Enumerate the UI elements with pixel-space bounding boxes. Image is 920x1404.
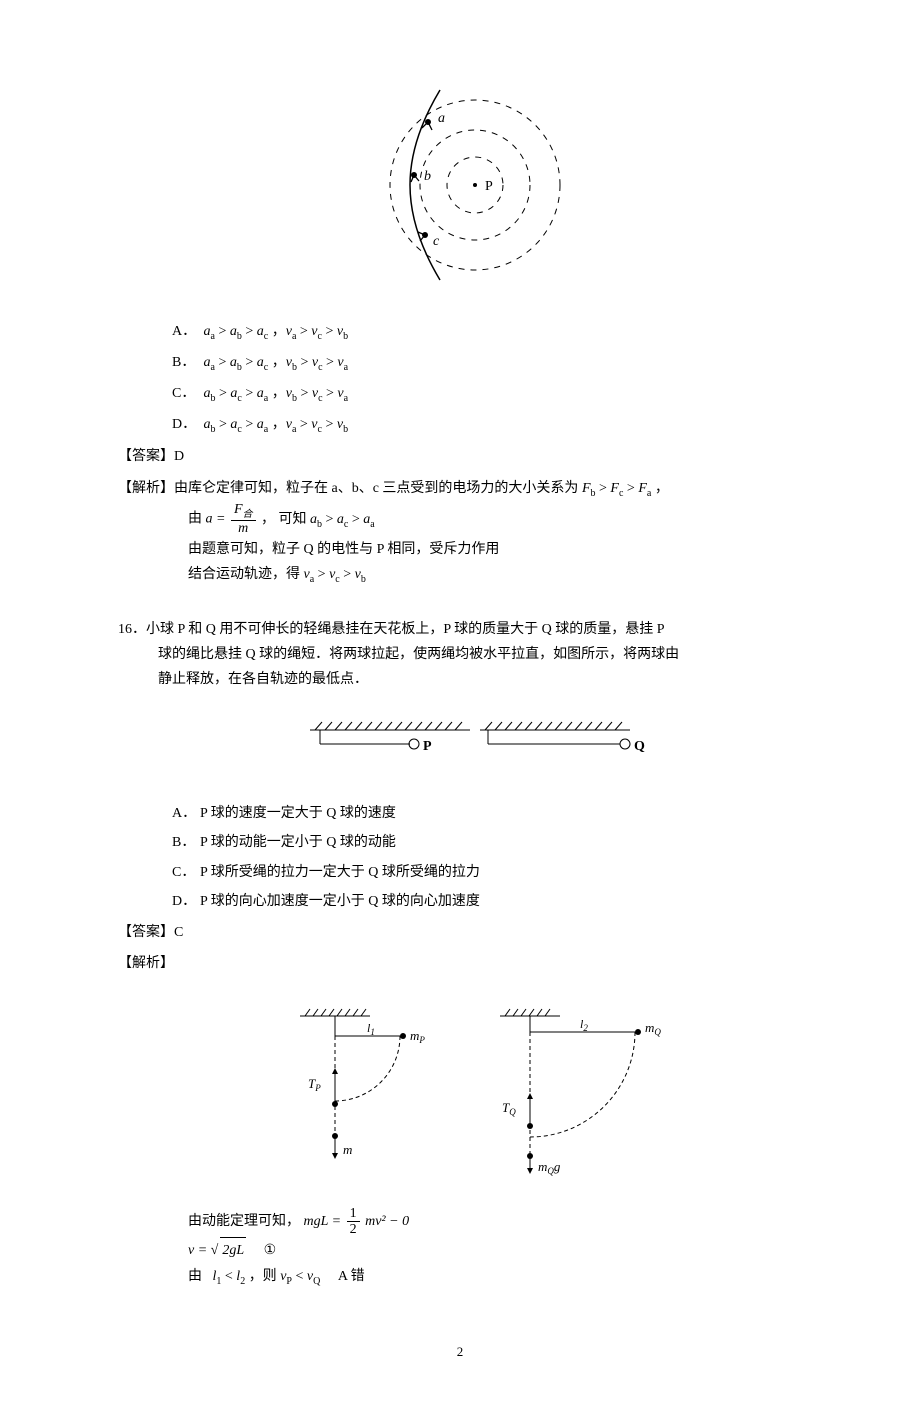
option-letter: A． <box>172 319 200 344</box>
l1-label: l1 <box>367 1021 375 1037</box>
prefix: 由 <box>188 512 202 527</box>
q16-label-Q: Q <box>634 739 645 754</box>
label-a: a <box>438 111 445 126</box>
option-text: P 球的速度一定大于 Q 球的速度 <box>200 806 396 821</box>
q15-explain-line3: 由题意可知，粒子 Q 的电性与 P 相同，受斥力作用 <box>188 537 820 562</box>
den: 2 <box>347 1222 360 1237</box>
option-text: P 球的向心加速度一定小于 Q 球的向心加速度 <box>200 894 480 909</box>
suffix: ， 可知 ab > ac > aa <box>261 512 375 527</box>
q16-label-P: P <box>423 739 432 754</box>
den: m <box>231 521 256 536</box>
option-letter: A． <box>172 801 200 826</box>
q16-line3: 静止释放，在各自轨迹的最低点． <box>158 667 820 692</box>
q16-explain-label: 【解析】 <box>118 951 820 976</box>
label-c: c <box>433 234 440 249</box>
option-letter: D． <box>172 412 200 437</box>
option-letter: C． <box>172 381 200 406</box>
q16-line1: 小球 P 和 Q 用不可伸长的轻绳悬挂在天花板上，P 球的质量大于 Q 球的质量… <box>146 622 665 637</box>
v: v = <box>188 1243 207 1258</box>
q15-figure: a b c P <box>100 80 820 299</box>
q15-answer: 【答案】D <box>118 444 820 469</box>
label-P: P <box>485 179 493 194</box>
option-letter: D． <box>172 889 200 914</box>
q16-option-c: C．P 球所受绳的拉力一定大于 Q 球所受绳的拉力 <box>172 860 820 885</box>
q15-option-a: A． aa > ab > ac ，va > vc > vb <box>172 319 820 346</box>
option-letter: B． <box>172 350 200 375</box>
mQg-label: mQg <box>538 1159 561 1176</box>
q16-option-b: B．P 球的动能一定小于 Q 球的动能 <box>172 830 820 855</box>
circ: ① <box>264 1243 277 1258</box>
TQ-label: TQ <box>502 1100 516 1117</box>
q16-stem: 16．小球 P 和 Q 用不可伸长的轻绳悬挂在天花板上，P 球的质量大于 Q 球… <box>118 617 820 642</box>
q16-expl-line2: v = √2gL ① <box>188 1237 820 1263</box>
q16-option-a: A．P 球的速度一定大于 Q 球的速度 <box>172 801 820 826</box>
q15-option-c: C． ab > ac > aa ，vb > vc > va <box>172 381 820 408</box>
num: 1 <box>347 1206 360 1222</box>
q15-explain-line1: 【解析】由库仑定律可知，粒子在 a、b、c 三点受到的电场力的大小关系为 Fb … <box>118 476 820 503</box>
lhs: mgL = <box>304 1214 342 1229</box>
l2-label: l2 <box>580 1017 588 1033</box>
q16-expl-line3: 由 l1 < l2 ，则 vP < vQ A 错 <box>188 1264 820 1291</box>
tag: A 错 <box>338 1269 365 1284</box>
q16-expl-line1: 由动能定理可知， mgL = 12 mv² − 0 <box>188 1206 820 1238</box>
option-text: P 球所受绳的拉力一定大于 Q 球所受绳的拉力 <box>200 865 480 880</box>
rhs: mv² − 0 <box>365 1214 409 1229</box>
q16-number: 16． <box>118 622 146 637</box>
q15-explain-line4: 结合运动轨迹，得 va > vc > vb <box>188 562 820 589</box>
option-text: P 球的动能一定小于 Q 球的动能 <box>200 835 396 850</box>
mP-label: mP <box>410 1028 425 1045</box>
page-number: 2 <box>100 1340 820 1363</box>
q16-svg: P Q <box>270 712 650 772</box>
q16-explain-svg: l1 mP TP m l2 mQ TQ mQg <box>240 996 680 1176</box>
q16-figure: P Q <box>100 712 820 781</box>
option-letter: C． <box>172 860 200 885</box>
q15-option-b: B． aa > ab > ac ，vb > vc > va <box>172 350 820 377</box>
TP-label: TP <box>308 1076 321 1093</box>
q16-option-d: D．P 球的向心加速度一定小于 Q 球的向心加速度 <box>172 889 820 914</box>
mQ-label: mQ <box>645 1020 661 1037</box>
prefix: 由 <box>188 1269 202 1284</box>
q16-answer: 【答案】C <box>118 920 820 945</box>
option-letter: B． <box>172 830 200 855</box>
q15-option-d: D． ab > ac > aa ，va > vc > vb <box>172 412 820 439</box>
prefix: 由动能定理可知， <box>188 1214 300 1229</box>
label-b: b <box>424 169 431 184</box>
a-eq: a = <box>206 512 226 527</box>
q16-explain-figure: l1 mP TP m l2 mQ TQ mQg <box>100 996 820 1185</box>
m-label: m <box>343 1142 352 1157</box>
q15-svg: a b c P <box>340 80 580 290</box>
sqrt: 2gL <box>220 1237 246 1263</box>
q16-line2: 球的绳比悬挂 Q 球的绳短．将两球拉起，使两绳均被水平拉直，如图所示，将两球由 <box>158 642 820 667</box>
q15-explain-line2: 由 a = F合m ， 可知 ab > ac > aa <box>188 502 820 536</box>
